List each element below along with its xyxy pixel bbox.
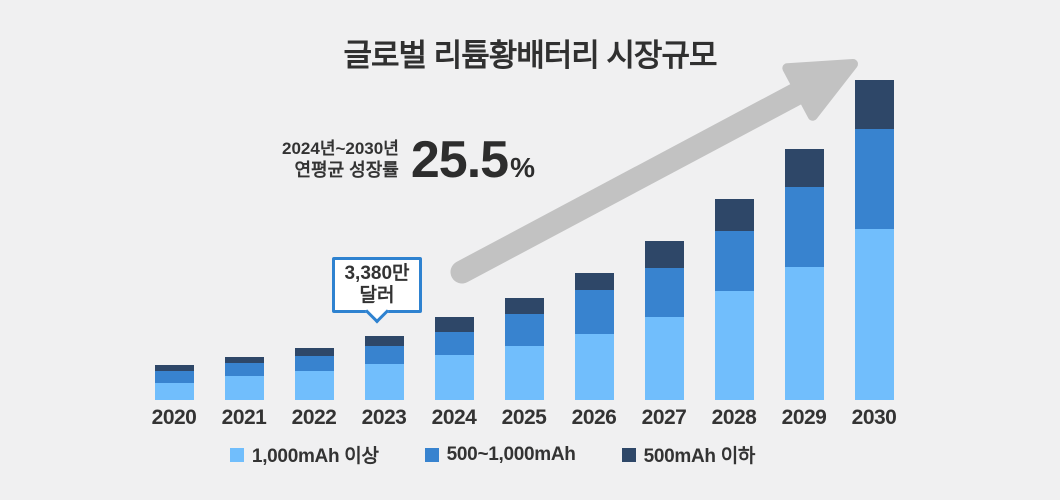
bar-segment-2028 xyxy=(714,199,754,231)
bar-segment-2027 xyxy=(644,241,684,268)
bar-2020 xyxy=(154,365,194,400)
legend-label: 500~1,000mAh xyxy=(446,443,576,465)
x-axis-label-2029: 2029 xyxy=(781,406,827,429)
bar-segment-2029 xyxy=(784,267,824,400)
bar-segment-2025 xyxy=(504,314,544,346)
x-axis-label-2022: 2022 xyxy=(291,406,337,429)
bar-2023 xyxy=(364,336,404,400)
bar-2024 xyxy=(434,317,474,400)
bar-segment-2022 xyxy=(294,371,334,400)
bar-segment-2029 xyxy=(784,149,824,187)
x-axis-label-2026: 2026 xyxy=(571,406,617,429)
bar-2028 xyxy=(714,199,754,400)
bar-column-2027: 2027 xyxy=(629,241,699,429)
x-axis-label-2021: 2021 xyxy=(221,406,267,429)
legend-label: 500mAh 이하 xyxy=(643,446,756,467)
legend-label: 1,000mAh 이상 xyxy=(251,446,379,467)
x-axis-label-2025: 2025 xyxy=(501,406,547,429)
bar-segment-2021 xyxy=(224,357,264,363)
bar-segment-2020 xyxy=(154,383,194,400)
bar-segment-2020 xyxy=(154,365,194,371)
bar-segment-2022 xyxy=(294,348,334,356)
x-axis-label-2030: 2030 xyxy=(851,406,897,429)
bar-segment-2023 xyxy=(364,364,404,400)
bar-segment-2027 xyxy=(644,268,684,317)
bar-segment-2025 xyxy=(504,298,544,314)
value-callout-2023: 3,380만 달러 xyxy=(332,257,422,313)
bar-segment-2020 xyxy=(154,371,194,383)
x-axis-label-2024: 2024 xyxy=(431,406,477,429)
bar-segment-2024 xyxy=(434,317,474,332)
bar-segment-2030 xyxy=(854,129,894,229)
bar-segment-2024 xyxy=(434,332,474,355)
legend-item-0: 1,000mAh 이상 xyxy=(229,441,379,468)
bar-column-2029: 2029 xyxy=(769,149,839,429)
bar-segment-2021 xyxy=(224,363,264,376)
bar-column-2025: 2025 xyxy=(489,298,559,429)
bar-segment-2026 xyxy=(574,334,614,400)
bar-column-2021: 2021 xyxy=(209,357,279,429)
legend-item-1: 500~1,000mAh xyxy=(424,441,576,468)
bar-column-2026: 2026 xyxy=(559,273,629,429)
x-axis-label-2023: 2023 xyxy=(361,406,407,429)
bar-column-2023: 2023 xyxy=(349,336,419,429)
legend-item-2: 500mAh 이하 xyxy=(621,441,756,468)
x-axis-label-2028: 2028 xyxy=(711,406,757,429)
bar-2022 xyxy=(294,348,334,400)
bar-segment-2022 xyxy=(294,356,334,371)
legend-swatch-icon xyxy=(621,447,636,462)
bar-column-2020: 2020 xyxy=(139,365,209,429)
bar-segment-2026 xyxy=(574,273,614,290)
bar-column-2022: 2022 xyxy=(279,348,349,429)
bar-segment-2030 xyxy=(854,80,894,129)
callout-unit: 달러 xyxy=(359,285,395,306)
bar-2026 xyxy=(574,273,614,400)
bar-segment-2025 xyxy=(504,346,544,400)
x-axis-label-2020: 2020 xyxy=(151,406,197,429)
bar-segment-2021 xyxy=(224,376,264,400)
bar-segment-2023 xyxy=(364,336,404,346)
bar-segment-2028 xyxy=(714,231,754,291)
bar-column-2024: 2024 xyxy=(419,317,489,429)
legend-swatch-icon xyxy=(424,447,439,462)
cagr-period: 2024년~2030년 xyxy=(282,138,399,158)
bar-column-2028: 2028 xyxy=(699,199,769,429)
chart-legend: 1,000mAh 이상 500~1,000mAh 500mAh 이하 xyxy=(0,441,985,468)
bar-segment-2027 xyxy=(644,317,684,400)
cagr-period-text: 2024년~2030년 연평균 성장률 xyxy=(282,138,399,183)
callout-value: 3,380만 xyxy=(344,262,410,284)
bar-2021 xyxy=(224,357,264,400)
bar-segment-2030 xyxy=(854,229,894,400)
bar-segment-2023 xyxy=(364,346,404,364)
bar-2025 xyxy=(504,298,544,400)
bar-segment-2029 xyxy=(784,187,824,267)
bar-2030 xyxy=(854,80,894,400)
x-axis-label-2027: 2027 xyxy=(641,406,687,429)
bar-segment-2024 xyxy=(434,355,474,400)
bar-2027 xyxy=(644,241,684,400)
bar-segment-2028 xyxy=(714,291,754,400)
legend-swatch-icon xyxy=(229,447,244,462)
stacked-bar-chart: 2020 2021 2022 2023 2024 2025 2026 2027 2028 2029… xyxy=(139,80,909,429)
bar-2029 xyxy=(784,149,824,400)
chart-title: 글로벌 리튬황배터리 시장규모 xyxy=(343,38,718,73)
cagr-label: 연평균 성장률 xyxy=(294,160,399,181)
bar-segment-2026 xyxy=(574,290,614,334)
bar-column-2030: 2030 xyxy=(839,80,909,429)
